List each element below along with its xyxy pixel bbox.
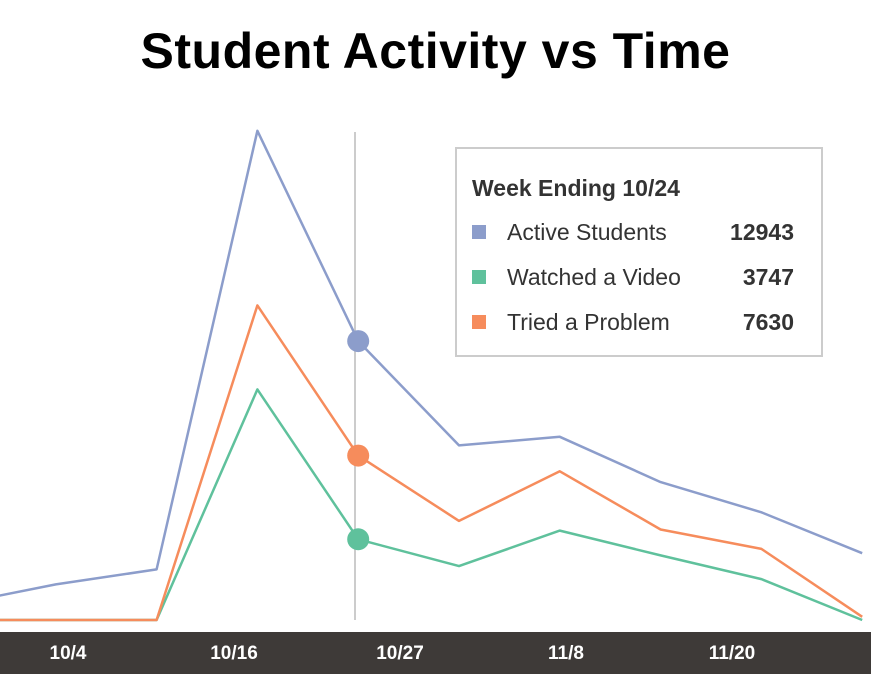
tooltip-row-active-students: Active Students 12943 (472, 217, 794, 247)
tried-problem-line (0, 304, 863, 622)
line-chart (0, 129, 863, 622)
active-students-line (0, 129, 863, 597)
tried-problem-swatch (472, 315, 486, 329)
tooltip-title: Week Ending 10/24 (472, 175, 680, 201)
x-tick-label: 10/27 (376, 643, 424, 664)
x-tick-label: 10/4 (49, 643, 87, 664)
tooltip-row-tried-problem: Tried a Problem 7630 (472, 307, 794, 337)
tried-problem-hover-point[interactable] (347, 444, 370, 467)
hover-tooltip: Week Ending 10/24 Active Students 12943 … (455, 147, 823, 357)
tooltip-series-value: 12943 (730, 219, 794, 245)
x-tick-label: 11/8 (548, 643, 584, 664)
tooltip-row-watched-video: Watched a Video 3747 (472, 262, 794, 292)
x-tick-label: 10/16 (210, 643, 258, 664)
tooltip-series-value: 7630 (742, 309, 794, 335)
tooltip-series-name: Tried a Problem (507, 309, 670, 335)
x-tick-label: 11/20 (708, 643, 756, 664)
active-students-swatch (472, 225, 486, 239)
x-axis-bar: 10/4 10/16 10/27 11/8 11/20 (0, 632, 871, 674)
active-students-hover-point[interactable] (347, 330, 370, 353)
tooltip-series-name: Watched a Video (507, 264, 681, 290)
chart-title: Student Activity vs Time (140, 23, 731, 79)
tooltip-series-name: Active Students (507, 219, 667, 245)
watched-video-swatch (472, 270, 486, 284)
watched-video-hover-point[interactable] (347, 528, 370, 551)
tooltip-series-value: 3747 (742, 264, 794, 290)
